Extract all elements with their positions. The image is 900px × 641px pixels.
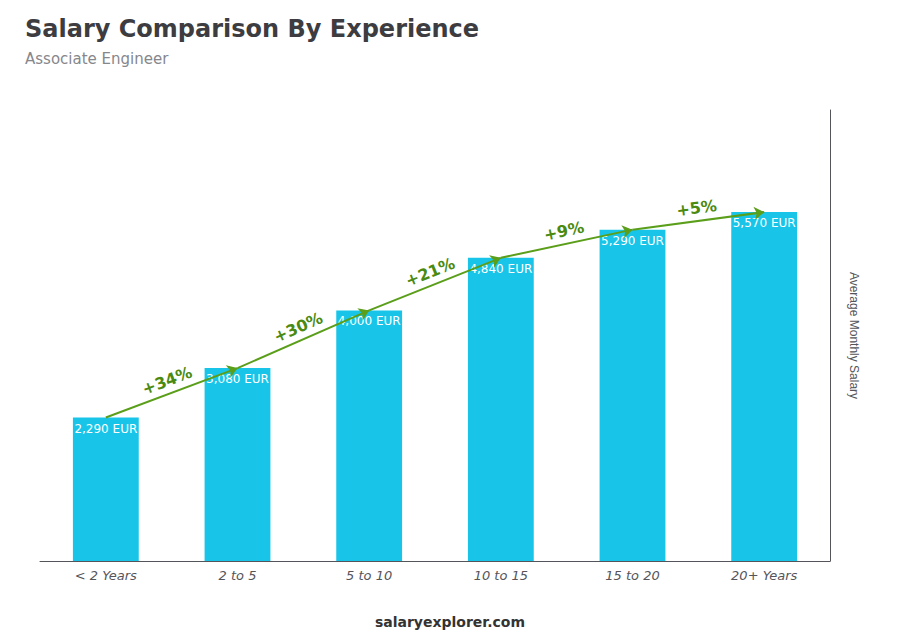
svg-text:5 to 10: 5 to 10 — [346, 568, 392, 583]
svg-text:10 to 15: 10 to 15 — [474, 568, 528, 583]
svg-text:Average Monthly Salary: Average Monthly Salary — [847, 272, 861, 399]
svg-text:+5%: +5% — [675, 196, 718, 220]
svg-text:3,080 EUR: 3,080 EUR — [206, 372, 269, 386]
svg-text:Salary Comparison By Experienc: Salary Comparison By Experience — [25, 15, 479, 43]
svg-text:< 2 Years: < 2 Years — [75, 568, 137, 583]
svg-text:Associate Engineer: Associate Engineer — [25, 50, 169, 68]
svg-text:20+ Years: 20+ Years — [731, 568, 797, 583]
svg-text:5,290 EUR: 5,290 EUR — [601, 234, 664, 248]
svg-text:salaryexplorer.com: salaryexplorer.com — [375, 614, 525, 630]
svg-text:5,570 EUR: 5,570 EUR — [733, 216, 796, 230]
svg-text:2,290 EUR: 2,290 EUR — [74, 422, 137, 436]
svg-text:4,840 EUR: 4,840 EUR — [469, 262, 532, 276]
svg-text:+21%: +21% — [403, 254, 458, 291]
svg-text:4,000 EUR: 4,000 EUR — [338, 314, 401, 328]
svg-text:15 to 20: 15 to 20 — [605, 568, 659, 583]
svg-text:2 to 5: 2 to 5 — [219, 568, 257, 583]
svg-text:+9%: +9% — [542, 217, 586, 244]
svg-text:+34%: +34% — [140, 363, 195, 399]
svg-text:+30%: +30% — [271, 308, 326, 346]
